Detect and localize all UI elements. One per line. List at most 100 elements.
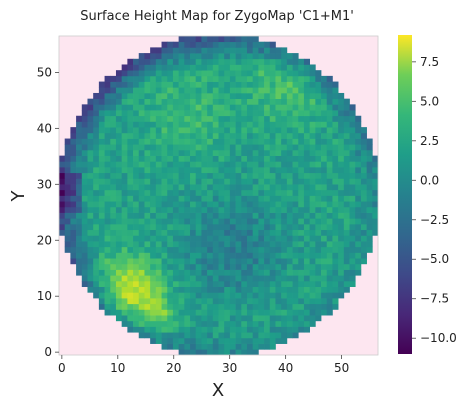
heatmap-cell: [127, 161, 134, 168]
heatmap-cell: [184, 64, 191, 71]
heatmap-cell: [121, 315, 128, 322]
heatmap-cell: [321, 92, 328, 100]
heatmap-cell: [172, 172, 179, 179]
heatmap-cell: [275, 172, 282, 179]
heatmap-cell: [275, 229, 282, 236]
heatmap-cell: [144, 332, 151, 339]
heatmap-cell: [349, 167, 356, 174]
heatmap-cell: [167, 87, 174, 94]
heatmap-cell: [264, 161, 271, 168]
heatmap-cell: [133, 212, 140, 219]
heatmap-cell: [338, 121, 345, 128]
heatmap-cell: [155, 127, 162, 134]
heatmap-cell: [258, 53, 265, 60]
heatmap-cell: [93, 263, 100, 270]
heatmap-cell: [178, 149, 185, 156]
heatmap-cell: [167, 53, 174, 60]
heatmap-cell: [338, 127, 345, 134]
heatmap-cell: [224, 110, 231, 117]
heatmap-cell: [127, 201, 134, 208]
heatmap-cell: [355, 246, 362, 253]
heatmap-cell: [246, 269, 254, 276]
heatmap-cell: [178, 343, 185, 350]
heatmap-cell: [64, 178, 71, 185]
heatmap-cell: [355, 155, 362, 162]
heatmap-cell: [64, 218, 71, 225]
heatmap-cell: [155, 115, 162, 122]
heatmap-cell: [172, 41, 179, 48]
heatmap-cell: [281, 241, 288, 248]
heatmap-cell: [303, 229, 310, 236]
heatmap-cell: [321, 263, 328, 270]
heatmap-cell: [201, 178, 208, 185]
colorbar-tick-label: −7.5: [420, 292, 449, 306]
heatmap-cell: [241, 81, 248, 88]
heatmap-cell: [321, 75, 328, 82]
heatmap-cell: [218, 155, 225, 162]
heatmap-cell: [343, 241, 350, 248]
heatmap-cell: [167, 127, 174, 134]
heatmap-cell: [161, 132, 168, 139]
heatmap-cell: [190, 64, 197, 71]
heatmap-cell: [218, 258, 225, 265]
heatmap-cell: [366, 218, 373, 225]
heatmap-cell: [264, 201, 271, 208]
heatmap-cell: [286, 184, 293, 191]
heatmap-cell: [229, 75, 236, 82]
heatmap-cell: [121, 149, 128, 156]
heatmap-cell: [360, 178, 367, 185]
heatmap-cell: [218, 309, 225, 316]
heatmap-cell: [292, 246, 299, 253]
heatmap-cell: [178, 144, 185, 151]
heatmap-cell: [155, 144, 162, 151]
heatmap-cell: [235, 167, 242, 174]
heatmap-cell: [338, 280, 345, 287]
heatmap-cell: [281, 337, 288, 344]
heatmap-cell: [64, 201, 71, 208]
heatmap-cell: [338, 189, 345, 196]
heatmap-cell: [229, 229, 236, 236]
heatmap-cell: [258, 47, 265, 54]
heatmap-cell: [184, 206, 191, 213]
heatmap-cell: [121, 292, 128, 299]
heatmap-cell: [172, 184, 179, 191]
heatmap-cell: [292, 309, 299, 316]
heatmap-cell: [93, 184, 100, 191]
heatmap-cell: [332, 229, 339, 236]
heatmap-cell: [87, 201, 94, 208]
heatmap-cell: [258, 332, 265, 339]
heatmap-cell: [121, 87, 128, 94]
heatmap-cell: [172, 58, 179, 65]
heatmap-cell: [309, 115, 316, 122]
heatmap-cell: [155, 337, 162, 344]
heatmap-cell: [201, 41, 208, 48]
heatmap-cell: [252, 138, 259, 145]
heatmap-cell: [207, 121, 214, 128]
heatmap-cell: [309, 87, 316, 94]
heatmap-cell: [104, 144, 111, 151]
heatmap-cell: [93, 223, 100, 231]
heatmap-cell: [207, 280, 214, 287]
heatmap-cell: [81, 161, 88, 168]
heatmap-cell: [303, 172, 310, 179]
colorbar-tick-label: 2.5: [420, 134, 439, 148]
heatmap-cell: [87, 252, 94, 259]
heatmap-cell: [321, 149, 328, 156]
heatmap-cell: [229, 184, 236, 191]
heatmap-cell: [201, 195, 208, 202]
heatmap-cell: [207, 275, 214, 282]
heatmap-cell: [150, 64, 157, 71]
y-tick-label: 50: [37, 65, 52, 79]
heatmap-cell: [93, 121, 100, 128]
heatmap-cell: [59, 229, 66, 236]
heatmap-cell: [93, 292, 100, 299]
heatmap-cell: [332, 144, 339, 151]
heatmap-cell: [195, 178, 202, 185]
heatmap-cell: [264, 195, 271, 202]
heatmap-cell: [281, 178, 288, 185]
heatmap-cell: [224, 138, 231, 145]
heatmap-cell: [64, 229, 71, 236]
heatmap-cell: [190, 92, 197, 100]
heatmap-cell: [195, 269, 202, 276]
heatmap-cell: [212, 189, 219, 196]
